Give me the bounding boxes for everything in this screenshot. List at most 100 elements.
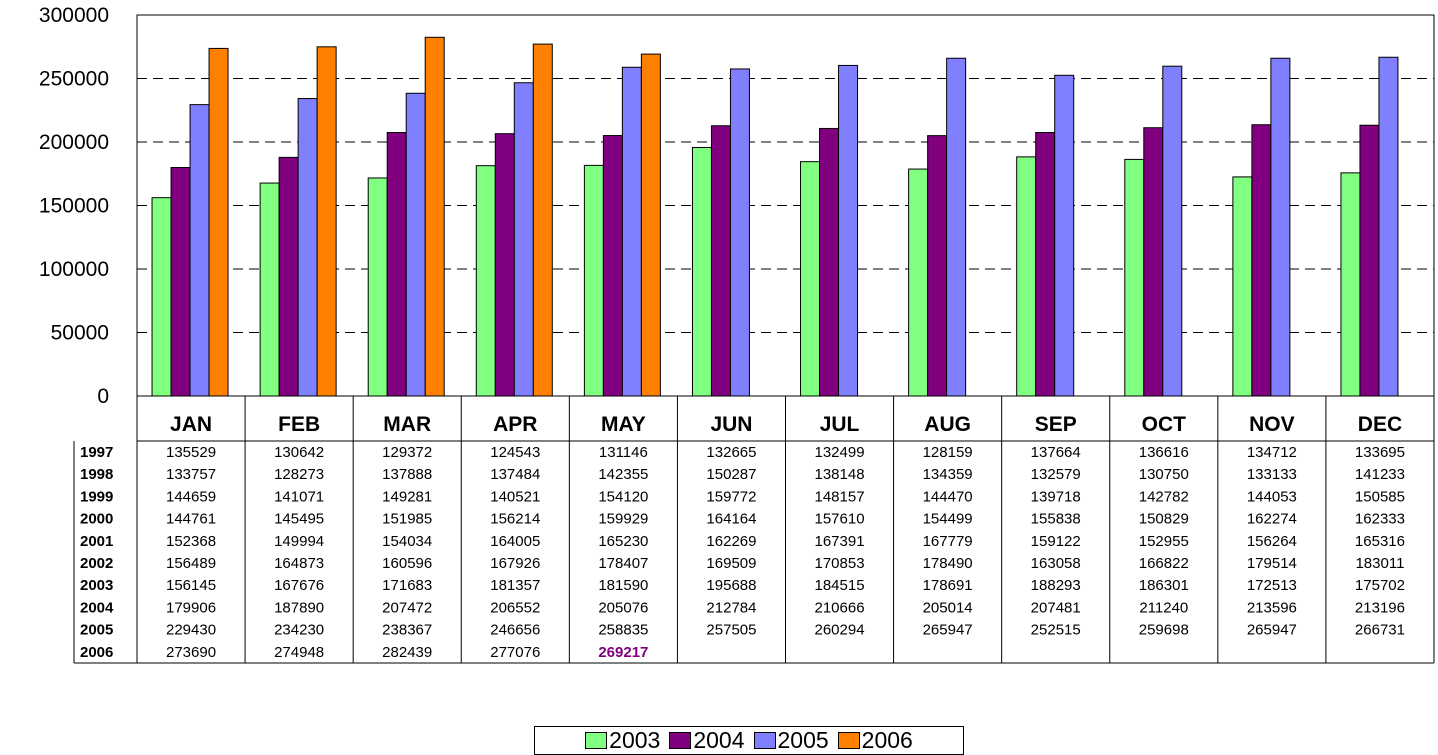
bar-2003-dec xyxy=(1340,172,1361,397)
table-row-label: 2001 xyxy=(80,533,113,550)
table-cell: 159122 xyxy=(1031,533,1081,550)
table-cell: 213196 xyxy=(1355,599,1405,616)
table-cell: 128273 xyxy=(274,466,324,483)
bar-2004-aug xyxy=(927,135,948,397)
table-cell: 133757 xyxy=(166,466,216,483)
table-cell: 129372 xyxy=(382,444,432,461)
table-cell: 136616 xyxy=(1139,444,1189,461)
legend-swatch xyxy=(837,732,860,749)
legend-item-2006: 2006 xyxy=(837,727,913,754)
table-cell: 175702 xyxy=(1355,577,1405,594)
table-cell: 144053 xyxy=(1247,488,1297,505)
bar-2005-feb xyxy=(297,98,318,397)
bar-2004-nov xyxy=(1251,124,1272,397)
y-tick-label: 300000 xyxy=(39,4,109,27)
bar-2005-aug xyxy=(946,57,967,397)
table-cell: 133133 xyxy=(1247,466,1297,483)
month-label: AUG xyxy=(924,413,971,436)
table-cell: 162274 xyxy=(1247,511,1297,528)
table-cell: 144470 xyxy=(923,488,973,505)
y-tick-label: 250000 xyxy=(39,68,109,91)
table-cell: 145495 xyxy=(274,511,324,528)
table-cell: 277076 xyxy=(490,644,540,661)
table-cell: 274948 xyxy=(274,644,324,661)
bar-2005-jul xyxy=(838,64,859,397)
table-cell: 133695 xyxy=(1355,444,1405,461)
table-row-label: 1999 xyxy=(80,488,113,505)
table-cell: 246656 xyxy=(490,622,540,639)
table-cell: 140521 xyxy=(490,488,540,505)
month-label: OCT xyxy=(1142,413,1187,436)
table-cell: 170853 xyxy=(815,555,865,572)
table-cell: 130642 xyxy=(274,444,324,461)
table-cell: 156145 xyxy=(166,577,216,594)
table-cell: 148157 xyxy=(815,488,865,505)
table-cell: 130750 xyxy=(1139,466,1189,483)
table-cell: 135529 xyxy=(166,444,216,461)
table-cell: 150829 xyxy=(1139,511,1189,528)
bar-2005-oct xyxy=(1162,65,1183,397)
legend-label: 2004 xyxy=(693,727,745,753)
bar-2004-jan xyxy=(170,167,191,397)
table-cell: 156214 xyxy=(490,511,540,528)
bar-2003-feb xyxy=(259,182,280,397)
table-cell: 167926 xyxy=(490,555,540,572)
table-cell: 207481 xyxy=(1031,599,1081,616)
table-cell: 171683 xyxy=(382,577,432,594)
bar-2003-may xyxy=(583,164,604,397)
table-cell: 156489 xyxy=(166,555,216,572)
table-cell: 164873 xyxy=(274,555,324,572)
table-cell: 167391 xyxy=(815,533,865,550)
bar-2004-oct xyxy=(1143,127,1164,397)
table-cell: 124543 xyxy=(490,444,540,461)
table-cell: 282439 xyxy=(382,644,432,661)
month-label: JUL xyxy=(820,413,860,436)
table-cell: 149281 xyxy=(382,488,432,505)
table-cell: 157610 xyxy=(815,511,865,528)
table-cell: 260294 xyxy=(815,622,865,639)
month-label: JAN xyxy=(170,413,212,436)
table-cell: 152368 xyxy=(166,533,216,550)
bar-2004-feb xyxy=(278,156,299,397)
y-tick-label: 50000 xyxy=(51,322,109,345)
table-cell: 162269 xyxy=(706,533,756,550)
bar-2006-jan xyxy=(208,47,229,397)
bar-2003-oct xyxy=(1124,158,1145,397)
bar-2003-sep xyxy=(1016,156,1037,397)
bar-2004-jul xyxy=(819,127,840,397)
table-cell: 132499 xyxy=(815,444,865,461)
table-cell: 144659 xyxy=(166,488,216,505)
table-cell: 138148 xyxy=(815,466,865,483)
table-cell: 211240 xyxy=(1139,599,1188,616)
table-cell: 258835 xyxy=(598,622,648,639)
table-cell: 132579 xyxy=(1031,466,1081,483)
bar-2005-jan xyxy=(189,104,210,397)
y-tick-label: 0 xyxy=(97,385,109,408)
table-cell: 134359 xyxy=(923,466,973,483)
table-row-label: 2000 xyxy=(80,511,113,528)
y-tick-label: 100000 xyxy=(39,258,109,281)
y-axis-ticks: 0 50000 100000 150000 200000 250000 300000 xyxy=(39,4,109,408)
table-row-label: 2002 xyxy=(80,555,113,572)
table-cell: 195688 xyxy=(706,577,756,594)
table-cell: 167676 xyxy=(274,577,324,594)
table-cell: 142355 xyxy=(598,466,648,483)
table-cell: 169509 xyxy=(706,555,756,572)
table-cell: 188293 xyxy=(1031,577,1081,594)
table-cell: 181590 xyxy=(598,577,648,594)
table-cell: 165316 xyxy=(1355,533,1405,550)
table-cell: 137664 xyxy=(1031,444,1081,461)
y-tick-label: 150000 xyxy=(39,195,109,218)
table-cell: 210666 xyxy=(815,599,865,616)
legend-swatch xyxy=(669,732,692,749)
table-cell: 163058 xyxy=(1031,555,1081,572)
legend-swatch xyxy=(585,732,608,749)
table-cell: 150585 xyxy=(1355,488,1405,505)
legend-label: 2006 xyxy=(861,727,913,753)
table-row-label: 2004 xyxy=(80,599,114,616)
table-cell: 165230 xyxy=(598,533,648,550)
table-cell: 166822 xyxy=(1139,555,1189,572)
bar-2005-dec xyxy=(1378,56,1399,397)
bar-2004-mar xyxy=(386,132,407,397)
table-row-label: 1998 xyxy=(80,466,113,483)
